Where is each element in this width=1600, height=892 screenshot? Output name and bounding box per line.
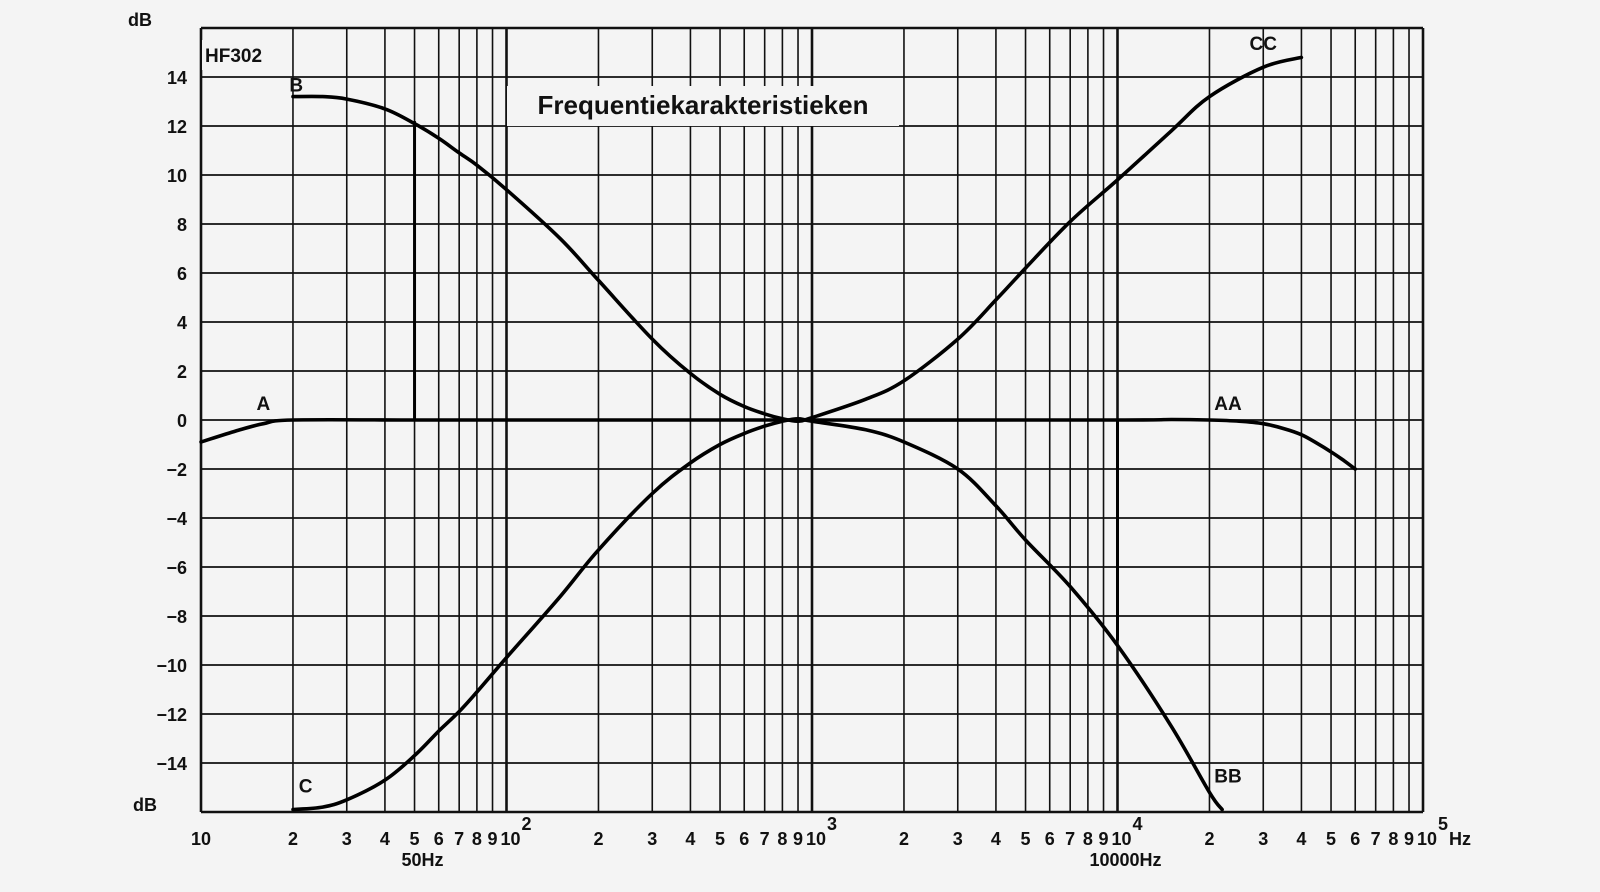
y-tick-label: −10 xyxy=(156,656,187,676)
model-label-box xyxy=(202,40,286,70)
curve-label-c: C xyxy=(299,776,313,797)
x-tick-label: 8 xyxy=(1388,829,1398,849)
x-tick-label: 8 xyxy=(1083,829,1093,849)
y-tick-label: −4 xyxy=(166,509,187,529)
x-tick-label: 4 xyxy=(1296,829,1306,849)
curve-label-b: B xyxy=(289,76,303,97)
x-tick-label: 3 xyxy=(953,829,963,849)
x-tick-label: 4 xyxy=(685,829,695,849)
x-tick-label: 4 xyxy=(380,829,390,849)
x-tick-label: 9 xyxy=(1099,829,1109,849)
y-tick-label: 2 xyxy=(177,362,187,382)
x-tick-label: 6 xyxy=(434,829,444,849)
curve-label-bb: BB xyxy=(1214,767,1241,788)
x-tick-label: 10 xyxy=(1417,829,1437,849)
y-tick-label: 4 xyxy=(177,313,187,333)
x-tick-label: 9 xyxy=(1404,829,1414,849)
x-tick-label: 3 xyxy=(647,829,657,849)
x-tick-label: 10 xyxy=(500,829,520,849)
x-tick-label: 3 xyxy=(342,829,352,849)
y-axis-unit-bottom: dB xyxy=(133,795,157,815)
x-tick-label: 5 xyxy=(410,829,420,849)
marker-label: 50Hz xyxy=(402,850,444,870)
curve-series-1 xyxy=(199,417,1357,471)
frequency-markers: 50Hz 10000Hz xyxy=(402,121,1162,870)
title-box xyxy=(507,86,899,126)
curve-series-3 xyxy=(291,416,1224,812)
x-tick-label: 5 xyxy=(1326,829,1336,849)
chart-title: Frequentiekarakteristieken xyxy=(538,90,869,120)
x-tick-label: 7 xyxy=(760,829,770,849)
y-tick-label: −14 xyxy=(156,754,187,774)
model-label: HF302 xyxy=(205,46,262,67)
x-tick-label: 10 xyxy=(806,829,826,849)
y-tick-label: 8 xyxy=(177,215,187,235)
curve-label-a: A xyxy=(256,394,270,415)
y-tick-label: 0 xyxy=(177,411,187,431)
x-tick-label: 4 xyxy=(991,829,1001,849)
x-tick-label: 9 xyxy=(793,829,803,849)
x-tick-label: 6 xyxy=(1045,829,1055,849)
y-tick-label: −2 xyxy=(166,460,187,480)
curve-label-aa: AA xyxy=(1214,394,1242,415)
marker-label: 10000Hz xyxy=(1089,850,1161,870)
x-tick-label: 7 xyxy=(1371,829,1381,849)
y-tick-label: 12 xyxy=(167,117,187,137)
curve-series-2 xyxy=(291,55,1304,424)
x-tick-label: 2 xyxy=(593,829,603,849)
x-tick-exponent: 2 xyxy=(521,814,531,834)
x-tick-label: 2 xyxy=(1204,829,1214,849)
y-tick-label: 14 xyxy=(167,68,187,88)
x-tick-label: 2 xyxy=(899,829,909,849)
y-tick-label: 10 xyxy=(167,166,187,186)
curves xyxy=(199,55,1357,812)
x-tick-exponent: 3 xyxy=(827,814,837,834)
x-tick-label: 9 xyxy=(488,829,498,849)
x-tick-label: 10 xyxy=(191,829,211,849)
y-axis-tick-labels: 14 12 10 8 6 4 2 0 −2 −4 −6 −8 −10 −12 −14 xyxy=(156,68,187,774)
x-tick-label: 8 xyxy=(777,829,787,849)
x-tick-label: 3 xyxy=(1258,829,1268,849)
x-tick-label: 6 xyxy=(739,829,749,849)
x-tick-label: 7 xyxy=(454,829,464,849)
x-tick-label: 7 xyxy=(1065,829,1075,849)
x-tick-label: 8 xyxy=(472,829,482,849)
y-tick-label: −8 xyxy=(166,607,187,627)
x-axis-unit: Hz xyxy=(1449,829,1471,849)
x-tick-label: 2 xyxy=(288,829,298,849)
curve-label-cc: CC xyxy=(1250,34,1278,55)
y-tick-label: 6 xyxy=(177,264,187,284)
x-tick-label: 5 xyxy=(1021,829,1031,849)
x-tick-label: 10 xyxy=(1111,829,1131,849)
x-tick-label: 6 xyxy=(1350,829,1360,849)
x-tick-exponent: 5 xyxy=(1438,814,1448,834)
x-tick-label: 5 xyxy=(715,829,725,849)
y-tick-label: −12 xyxy=(156,705,187,725)
x-tick-exponent: 4 xyxy=(1132,814,1142,834)
y-axis-unit-top: dB xyxy=(128,10,152,30)
y-tick-label: −6 xyxy=(166,558,187,578)
